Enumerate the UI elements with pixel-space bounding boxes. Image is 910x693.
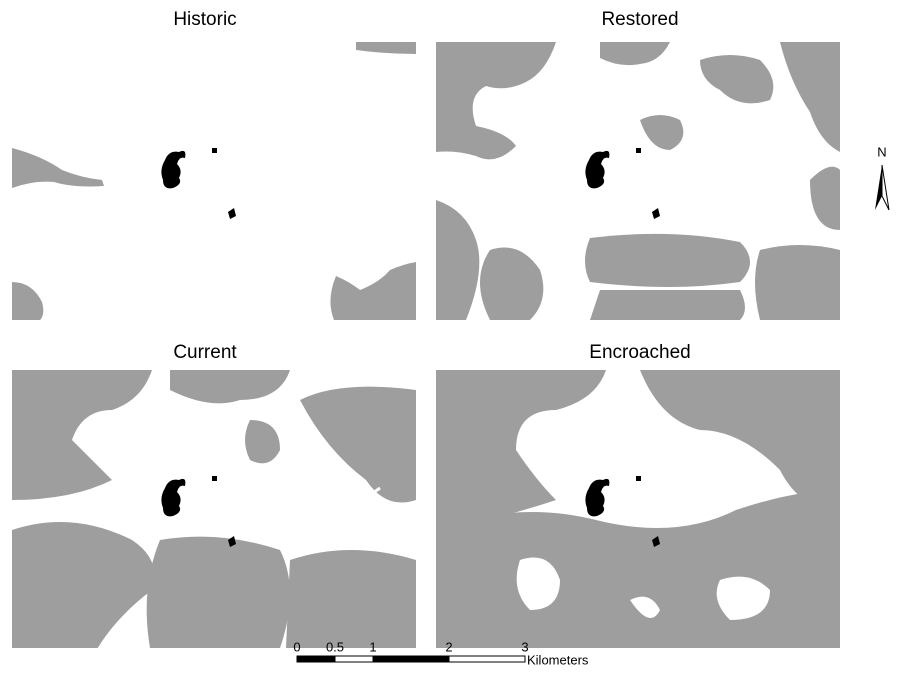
scale-label: 0 xyxy=(293,639,300,654)
scale-segment xyxy=(335,656,373,662)
scale-label: 2 xyxy=(445,639,452,654)
scale-label: 0.5 xyxy=(326,639,344,654)
page: Historic Restored Current Encroached xyxy=(0,0,910,693)
scale-segment xyxy=(449,656,525,662)
panel-title: Historic xyxy=(173,9,236,30)
panel-title: Encroached xyxy=(589,342,690,363)
scale-unit: Kilometers xyxy=(527,652,589,667)
map-panel xyxy=(12,370,416,658)
panel-title: Current xyxy=(173,342,237,363)
scale-segment xyxy=(297,656,335,662)
figure: Historic Restored Current Encroached xyxy=(0,0,910,693)
scale-label: 1 xyxy=(369,639,376,654)
map-panel xyxy=(12,42,416,322)
north-arrow: N xyxy=(875,144,889,210)
scale-segment xyxy=(373,656,449,662)
map-panel xyxy=(436,370,840,648)
panel-title: Restored xyxy=(601,9,678,30)
north-label: N xyxy=(877,144,886,159)
map-panel xyxy=(436,42,840,320)
